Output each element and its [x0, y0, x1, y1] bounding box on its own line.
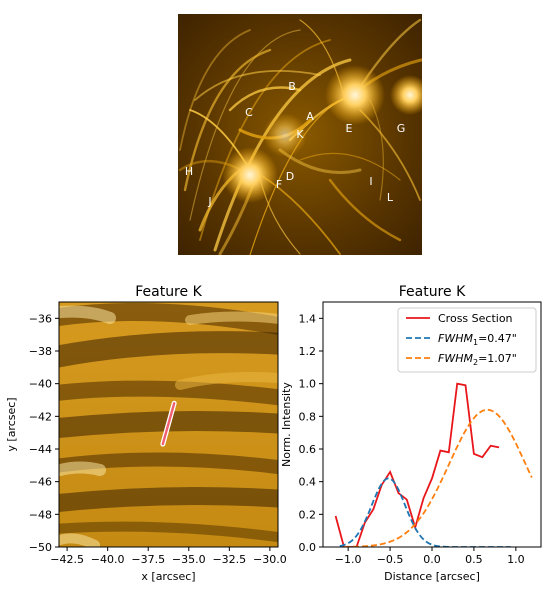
legend-entry-2: FWHM2=1.07" [438, 352, 517, 367]
right-x-tick-label: −0.5 [377, 553, 404, 566]
image-streak [175, 371, 278, 390]
image-streak [59, 461, 106, 476]
image-streak [59, 305, 116, 324]
bright-region-lower [222, 147, 278, 203]
right-y-tick-label: 0.6 [299, 443, 317, 456]
legend: Cross Section FWHM1=0.47" FWHM2=1.07" [397, 307, 537, 373]
bright-region-edge [390, 75, 422, 115]
coronal-loop [189, 29, 301, 221]
right-y-tick-label: 0.4 [299, 476, 317, 489]
feature-label-b: B [288, 80, 296, 93]
coronal-loop [228, 86, 302, 112]
image-streak [59, 521, 278, 543]
left-y-tick-label: −40 [29, 378, 52, 391]
left-x-tick-label: −35.0 [172, 553, 206, 566]
feature-label-k: K [296, 128, 304, 141]
image-streaks [59, 303, 278, 547]
right-y-tick-label: 0.2 [299, 508, 317, 521]
right-x-tick-label: 1.0 [507, 553, 525, 566]
image-streak [59, 331, 278, 368]
left-chart-title: Feature K [135, 284, 202, 300]
legend-box [397, 307, 537, 373]
left-axes-frame [58, 301, 279, 548]
feature-label-h: H [185, 165, 193, 178]
feature-k-profile-panel: Feature K −1.0 −0.5 0.0 0.5 1.0 0.0 0.2 0.4 0.6… [280, 284, 542, 583]
series-fwhm-2 [344, 408, 533, 547]
right-y-tick-label: 0.8 [299, 410, 317, 423]
series-cross-section [334, 382, 500, 547]
image-streak [59, 487, 278, 513]
left-y-tick-label: −42 [29, 410, 52, 423]
feature-label-a: A [306, 110, 314, 123]
image-streak [185, 311, 278, 325]
cross-section-cut-line [160, 400, 177, 447]
feature-label-f: F [276, 178, 282, 191]
bright-region-upper [325, 65, 385, 125]
right-chart-title: Feature K [399, 284, 466, 300]
left-x-tick-label: −42.5 [50, 553, 84, 566]
cut-line [161, 402, 176, 446]
feature-label-c: C [245, 106, 253, 119]
feature-label-g: G [397, 122, 406, 135]
left-y-tick-label: −38 [29, 345, 52, 358]
feature-label-l: L [387, 191, 394, 204]
bright-region-core [263, 113, 307, 157]
feature-label-e: E [346, 122, 353, 135]
coronal-loop [299, 152, 401, 181]
legend-entry-1: FWHM1=0.47" [438, 332, 517, 347]
solar-overview-image: B C AK E G H FD I L J [178, 14, 422, 255]
feature-k-image-panel: Feature K −42.5 −40.0 −37.5 −35.0 −32.5 −30.0… [5, 284, 287, 583]
coronal-loop [183, 48, 272, 192]
left-y-tick-label: −48 [29, 508, 52, 521]
left-y-tick-label: −36 [29, 312, 52, 325]
left-y-tick-label: −50 [29, 541, 52, 554]
left-x-tick-label: −37.5 [131, 553, 165, 566]
left-x-axis-label: x [arcsec] [141, 570, 195, 583]
feature-label-j: J [207, 195, 211, 208]
left-y-tick-label: −44 [29, 443, 52, 456]
right-y-tick-label: 1.0 [299, 378, 317, 391]
series-fwhm-1 [339, 477, 511, 547]
coronal-loop [328, 178, 402, 242]
right-x-tick-label: −1.0 [335, 553, 362, 566]
right-y-axis-label: Norm. Intensity [280, 382, 293, 467]
coronal-loop [179, 29, 251, 151]
right-y-tick-label: 1.4 [299, 312, 317, 325]
right-x-axis-label: Distance [arcsec] [384, 570, 480, 583]
left-x-tick-label: −40.0 [91, 553, 125, 566]
left-x-tick-label: −32.5 [212, 553, 246, 566]
right-x-tick-label: 0.5 [465, 553, 483, 566]
left-x-tick-label: −30.0 [253, 553, 287, 566]
coronal-loop [194, 70, 321, 101]
left-y-axis-label: y [arcsec] [5, 397, 18, 451]
coronal-loop [199, 39, 331, 241]
right-x-tick-label: 0.0 [423, 553, 441, 566]
right-y-tick-label: 1.2 [299, 345, 317, 358]
feature-label-i: I [369, 175, 372, 188]
image-streak [59, 533, 100, 547]
right-y-tick-label: 0.0 [299, 541, 317, 554]
feature-label-d: D [286, 170, 294, 183]
image-streak [59, 380, 278, 406]
left-y-tick-label: −46 [29, 476, 52, 489]
legend-entry-0: Cross Section [438, 312, 513, 325]
